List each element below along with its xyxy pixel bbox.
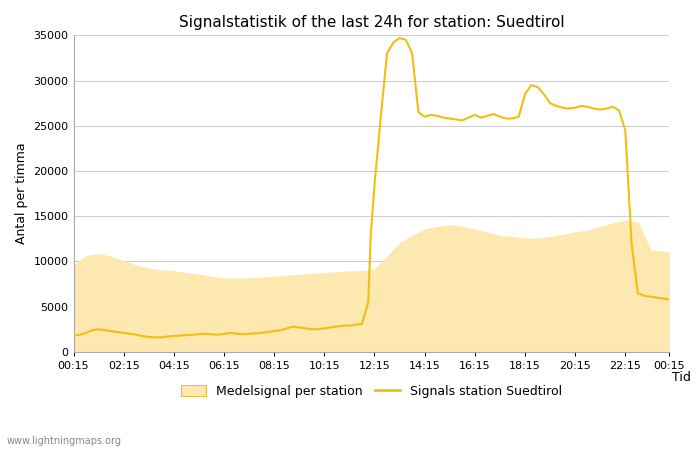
X-axis label: Tid: Tid (672, 371, 690, 384)
Title: Signalstatistik of the last 24h for station: Suedtirol: Signalstatistik of the last 24h for stat… (178, 15, 564, 30)
Y-axis label: Antal per timma: Antal per timma (15, 143, 28, 244)
Text: www.lightningmaps.org: www.lightningmaps.org (7, 436, 122, 446)
Legend: Medelsignal per station, Signals station Suedtirol: Medelsignal per station, Signals station… (176, 380, 567, 403)
